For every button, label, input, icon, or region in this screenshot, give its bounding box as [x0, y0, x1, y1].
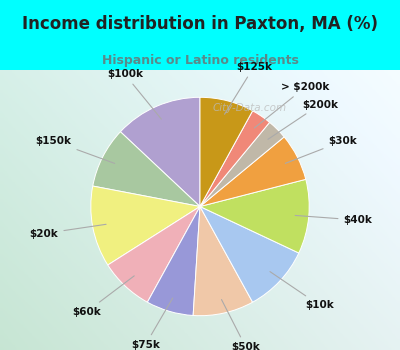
- Text: $40k: $40k: [295, 215, 372, 225]
- Text: Hispanic or Latino residents: Hispanic or Latino residents: [102, 54, 298, 67]
- Text: $60k: $60k: [72, 276, 134, 317]
- Text: $50k: $50k: [222, 300, 260, 350]
- Text: $150k: $150k: [36, 136, 115, 163]
- Wedge shape: [93, 132, 200, 206]
- Wedge shape: [200, 111, 270, 206]
- Text: $125k: $125k: [224, 62, 272, 114]
- Text: Income distribution in Paxton, MA (%): Income distribution in Paxton, MA (%): [22, 15, 378, 33]
- Wedge shape: [200, 206, 299, 302]
- Wedge shape: [108, 206, 200, 302]
- Text: $10k: $10k: [270, 272, 334, 310]
- Wedge shape: [200, 97, 253, 206]
- Wedge shape: [120, 97, 200, 206]
- Wedge shape: [147, 206, 200, 315]
- Text: $100k: $100k: [107, 69, 161, 119]
- Text: $20k: $20k: [30, 224, 106, 238]
- Text: $75k: $75k: [131, 298, 173, 350]
- Text: $30k: $30k: [285, 136, 357, 163]
- Text: $200k: $200k: [268, 99, 338, 139]
- Wedge shape: [200, 137, 306, 206]
- Wedge shape: [200, 122, 284, 206]
- Text: City-Data.com: City-Data.com: [212, 103, 286, 113]
- Text: > $200k: > $200k: [254, 82, 329, 128]
- Wedge shape: [91, 186, 200, 265]
- Wedge shape: [193, 206, 253, 316]
- Wedge shape: [200, 179, 309, 253]
